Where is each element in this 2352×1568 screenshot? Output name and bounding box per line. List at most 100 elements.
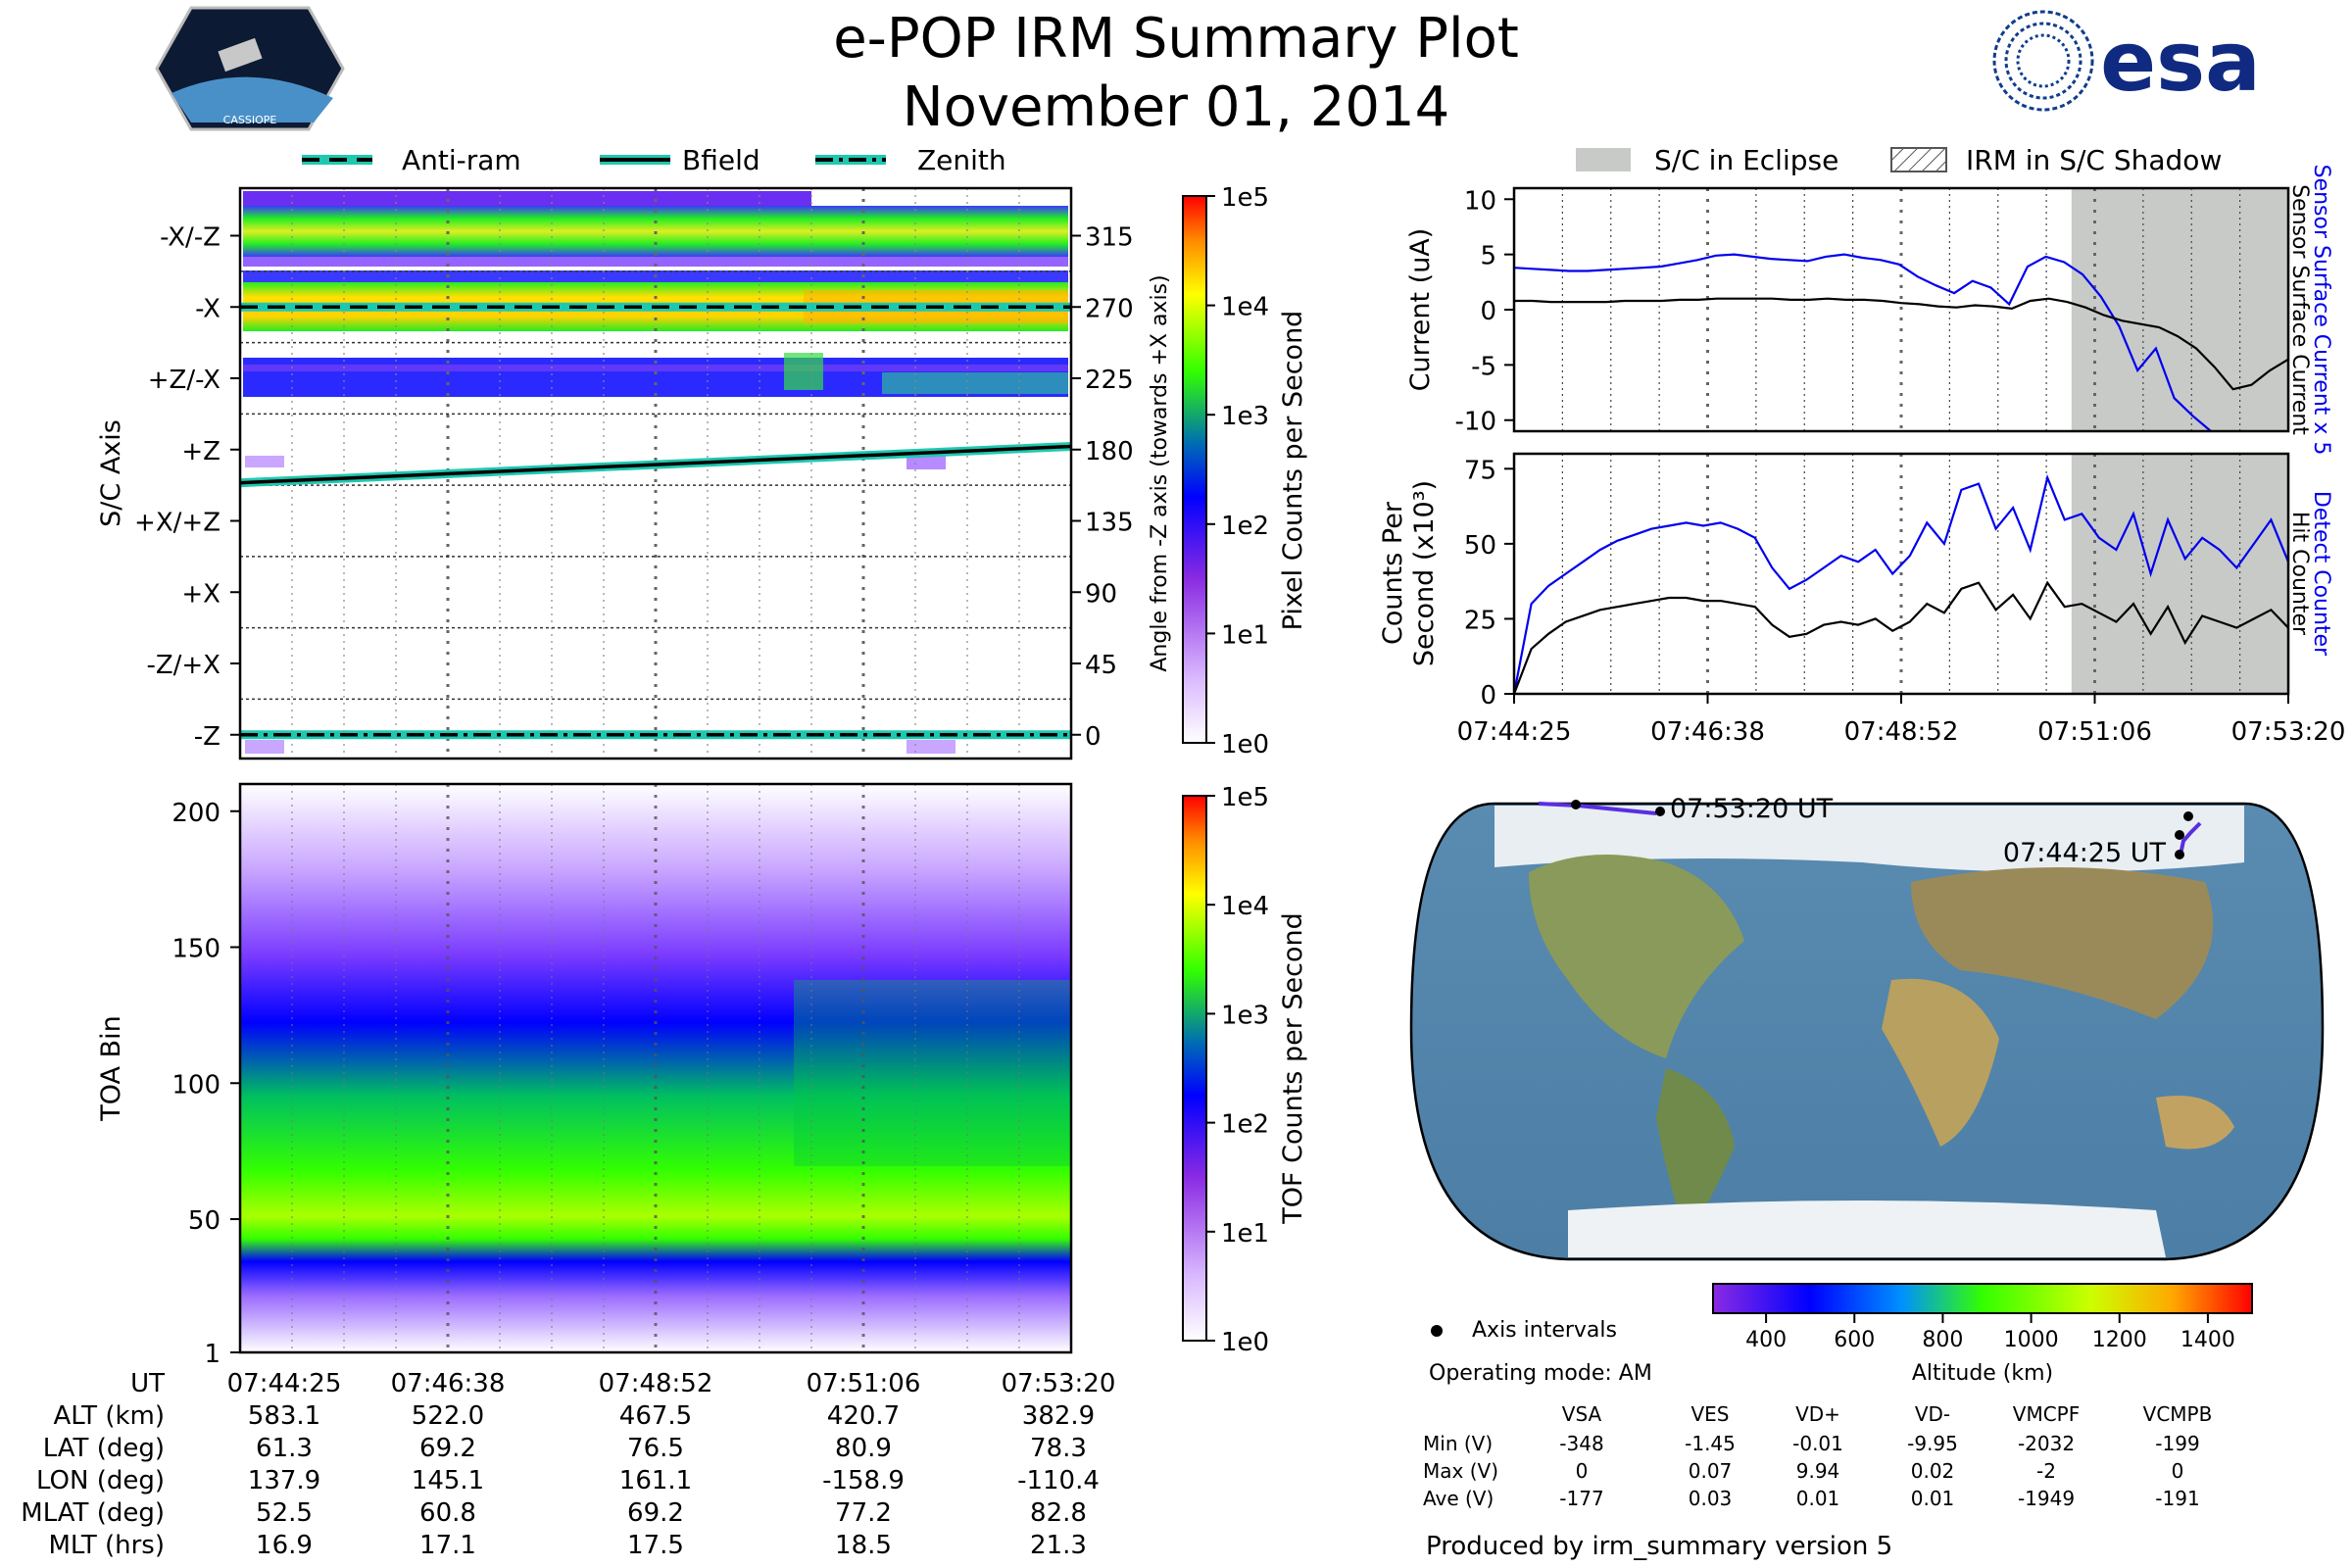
counts-series-blue (1512, 473, 2290, 695)
produced-by: Produced by irm_summary version 5 (1426, 1532, 1892, 1561)
pixel-colorbar-tick-label: 1e5 (1221, 183, 1269, 213)
toa-panel-frame (238, 782, 1073, 1354)
stats-row-label: Ave (V) (1423, 1487, 1494, 1510)
map-arctic (1494, 806, 2244, 872)
ephemeris-row-label: LAT (deg) (43, 1434, 165, 1463)
ephemeris-cell: 583.1 (248, 1401, 320, 1431)
ephemeris-cell: 77.2 (835, 1498, 892, 1528)
ephemeris-cell: 467.5 (619, 1401, 692, 1431)
pixel-right-tick-label: 135 (1085, 509, 1134, 538)
altitude-tick-label: 1400 (2180, 1328, 2235, 1352)
ephemeris-cell: 17.5 (627, 1531, 684, 1560)
speck-4 (906, 740, 956, 754)
page-subtitle: November 01, 2014 (903, 75, 1450, 139)
ephemeris-cell: 52.5 (256, 1498, 313, 1528)
toa-colorbar-tick-label: 1e4 (1221, 892, 1269, 921)
map-eurasia (1911, 867, 2214, 1019)
pixel-colorbar-gradient (1182, 195, 1207, 744)
pixel-right-tick-label: 45 (1085, 651, 1117, 680)
current-right-label-blue: Sensor Surface Current x 5 (2309, 165, 2333, 456)
pixel-colorbar-tick-label: 1e3 (1221, 402, 1269, 431)
map-marker-2 (1655, 807, 1665, 816)
map-marker-4 (2175, 830, 2184, 840)
world-map: 07:53:20 UT 07:44:25 UT (1409, 794, 2325, 1261)
speck-3 (245, 740, 284, 754)
ephemeris-cell: 61.3 (256, 1434, 313, 1463)
legend-zenith: Zenith (917, 144, 1006, 176)
toa-ytick-label: 150 (172, 935, 220, 964)
stats-cell: -1.45 (1685, 1432, 1736, 1455)
ephemeris-cell: 82.8 (1030, 1498, 1087, 1528)
counts-series-black (1512, 580, 2289, 695)
axis-intervals-label: Axis intervals (1472, 1318, 1617, 1343)
band-z-x-teal (882, 372, 1068, 394)
ephemeris-cell: 18.5 (835, 1531, 892, 1560)
altitude-colorbar-gradient (1712, 1283, 2253, 1314)
cur-ytick-label: -10 (1455, 408, 1496, 437)
toa-ytick-label: 1 (204, 1340, 220, 1369)
ephemeris-cell: 07:46:38 (391, 1369, 506, 1398)
toa-ylabel: TOA Bin (96, 1015, 126, 1121)
pixel-ytick-label: +Z (181, 437, 220, 466)
ephemeris-table: UT 07:44:25 07:46:38 07:48:52 07:51:06 07:53:… (21, 1369, 1115, 1560)
legend-bfield: Bfield (682, 144, 760, 176)
map-marker-5 (2175, 850, 2184, 859)
altitude-tick-label: 600 (1834, 1328, 1875, 1352)
pixel-ytick-label: -X (195, 294, 220, 323)
esa-logo-text: esa (2100, 14, 2261, 110)
pixel-colorbar-tick-label: 1e4 (1221, 293, 1269, 322)
counts-right-label-blue: Detect Counter (2309, 491, 2333, 657)
stats-header: VD- (1915, 1402, 1950, 1426)
counts-xtick-label: 07:53:20 (2231, 717, 2346, 747)
counts-panel: 75 50 25 0 07:44:25 07:46:38 07:48:52 07:51:06 0… (1378, 452, 2346, 747)
map-track-start (2179, 821, 2202, 856)
pixel-ytick-label: +X/+Z (134, 509, 220, 538)
cur-ytick-label: 5 (1480, 242, 1496, 271)
stats-cell: 0.01 (1796, 1487, 1840, 1510)
stats-cell: -9.95 (1907, 1432, 1958, 1455)
axis-intervals-marker (1431, 1325, 1443, 1337)
cnt-ytick-label: 25 (1464, 606, 1496, 635)
cassiope-logo-text: CASSIOPE (223, 114, 277, 126)
ephemeris-cell: 07:53:20 (1002, 1369, 1116, 1398)
stats-header: VCMPB (2143, 1402, 2213, 1426)
ephemeris-cell: 07:51:06 (807, 1369, 921, 1398)
toa-colorbar-tick-label: 1e1 (1221, 1219, 1269, 1249)
pixel-ytick-label: -X/-Z (160, 223, 220, 253)
stats-header: VES (1690, 1402, 1729, 1426)
cnt-ytick-label: 75 (1464, 456, 1496, 485)
stats-cell: 0 (2172, 1459, 2184, 1483)
map-end-label: 07:53:20 UT (1670, 794, 1834, 824)
speck-1 (245, 456, 284, 467)
band-z-x-green-spot (784, 353, 823, 390)
counts-xtick-label: 07:51:06 (2037, 717, 2152, 747)
ephemeris-cell: 382.9 (1022, 1401, 1095, 1431)
toa-late-band (794, 980, 1071, 1166)
counts-xtick-label: 07:46:38 (1650, 717, 1765, 747)
ephemeris-cell: 145.1 (412, 1466, 484, 1495)
stats-row-label: Min (V) (1423, 1432, 1493, 1455)
ephemeris-cell: 07:44:25 (227, 1369, 342, 1398)
stats-cell: -348 (1559, 1432, 1603, 1455)
cur-ytick-label: -5 (1471, 352, 1496, 381)
altitude-tick-label: 400 (1745, 1328, 1787, 1352)
altitude-label: Altitude (km) (1912, 1361, 2053, 1386)
current-series-blue (1513, 253, 2212, 432)
map-start-label: 07:44:25 UT (2003, 838, 2167, 868)
toa-ytick-label: 100 (172, 1070, 220, 1100)
counts-ylabel-line1: Counts Per (1378, 501, 1408, 645)
legend-shadow: IRM in S/C Shadow (1966, 144, 2222, 176)
band-z-x-stripe (243, 365, 1068, 371)
ephemeris-row-label: LON (deg) (36, 1466, 165, 1495)
counts-ylabel-line2: Second (x10³) (1409, 480, 1440, 666)
stats-cell: -2 (2036, 1459, 2056, 1483)
pixel-colorbar-tick-label: 1e1 (1221, 620, 1269, 650)
pixel-ytick-label: -Z (194, 722, 220, 752)
pixel-line (239, 444, 1072, 485)
ephemeris-cell: 69.2 (419, 1434, 476, 1463)
esa-logo: esa (1992, 10, 2261, 112)
toa-colorbar-gradient (1182, 795, 1207, 1342)
pixel-colorbar-tick-label: 1e0 (1221, 730, 1269, 760)
map-marker-3 (2183, 811, 2193, 821)
